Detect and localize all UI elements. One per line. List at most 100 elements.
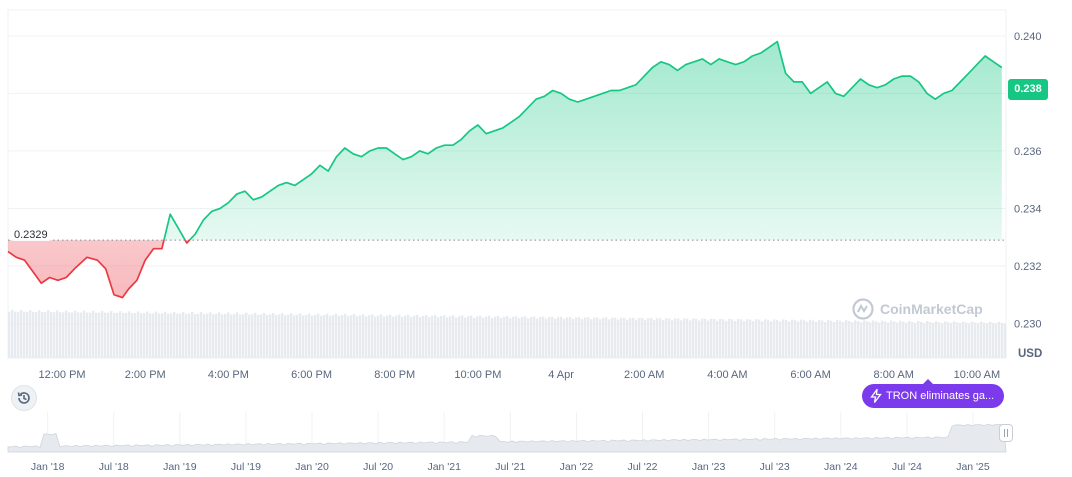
volume-bar [683, 318, 686, 358]
volume-bar [125, 312, 128, 358]
volume-bar [653, 319, 656, 358]
volume-bar [866, 321, 869, 358]
volume-bar [338, 315, 341, 358]
volume-bar [422, 315, 425, 358]
volume-bar [188, 313, 191, 358]
volume-bar [575, 317, 578, 358]
history-button[interactable] [11, 385, 37, 411]
volume-bar [416, 314, 419, 358]
volume-bar [29, 310, 32, 358]
history-icon [17, 392, 30, 404]
volume-bar [950, 323, 953, 358]
volume-bar [791, 319, 794, 358]
volume-bar [269, 314, 272, 358]
volume-bar [851, 322, 854, 358]
volume-bar [686, 318, 689, 358]
volume-bar [56, 310, 59, 358]
volume-bar [425, 315, 428, 358]
volume-bar [116, 312, 119, 358]
volume-bar [848, 320, 851, 358]
news-event-marker[interactable]: TRON eliminates ga... [862, 379, 1005, 408]
volume-bars [8, 309, 1007, 358]
volume-bar [152, 313, 155, 358]
volume-bar [971, 321, 974, 358]
volume-bar [593, 317, 596, 358]
volume-bar [470, 315, 473, 358]
volume-bar [938, 322, 941, 358]
volume-bar [527, 318, 530, 358]
volume-bar [248, 314, 251, 358]
volume-bar [335, 313, 338, 358]
volume-bar [491, 317, 494, 358]
volume-bar [473, 317, 476, 358]
volume-bar [158, 313, 161, 358]
volume-bar [893, 321, 896, 358]
volume-bar [566, 317, 569, 358]
volume-bar [680, 320, 683, 358]
x-tick-label: 4:00 AM [707, 369, 747, 381]
volume-bar [947, 322, 950, 358]
volume-bar [443, 315, 446, 358]
volume-bar [956, 322, 959, 358]
x-tick-label: 4 Apr [548, 369, 574, 381]
volume-bar [401, 316, 404, 358]
volume-bar [536, 318, 539, 358]
volume-bar [371, 314, 374, 358]
volume-bar [299, 313, 302, 358]
navigator-tick-label: Jul '24 [892, 461, 922, 473]
volume-bar [455, 317, 458, 358]
volume-bar [302, 315, 305, 358]
volume-bar [743, 321, 746, 358]
y-tick-label: 0.232 [1014, 261, 1042, 273]
volume-bar [905, 322, 908, 358]
volume-bar [584, 317, 587, 358]
volume-bar [725, 320, 728, 358]
volume-bar [278, 314, 281, 358]
volume-bar [374, 316, 377, 358]
volume-bar [539, 317, 542, 358]
volume-bar [887, 322, 890, 358]
volume-bar [134, 313, 137, 358]
navigator-range-handle[interactable] [999, 424, 1013, 442]
volume-bar [383, 316, 386, 358]
volume-bar [977, 323, 980, 358]
volume-bar [86, 312, 89, 358]
volume-bar [890, 320, 893, 358]
lightning-icon [870, 389, 882, 403]
volume-bar [581, 319, 584, 358]
volume-bar [524, 316, 527, 358]
volume-bar [944, 321, 947, 358]
x-tick-label: 8:00 AM [874, 369, 914, 381]
volume-bar [608, 319, 611, 358]
volume-bar [263, 312, 266, 358]
volume-bar [617, 319, 620, 358]
volume-bar [311, 315, 314, 358]
price-line-up [163, 40, 1003, 241]
volume-bar [182, 311, 185, 358]
volume-bar [665, 318, 668, 358]
volume-bar [347, 316, 350, 358]
volume-bar [227, 312, 230, 358]
volume-bar [377, 315, 380, 358]
volume-bar [551, 316, 554, 358]
volume-bar [389, 314, 392, 358]
volume-bar [80, 312, 83, 358]
volume-bar [1001, 323, 1004, 358]
volume-bar [941, 323, 944, 358]
volume-bar [689, 320, 692, 358]
volume-bar [821, 320, 824, 358]
volume-bar [326, 313, 329, 358]
navigator-tick-label: Jan '20 [295, 461, 329, 473]
volume-bar [482, 317, 485, 358]
volume-bar [776, 319, 779, 358]
volume-bar [746, 319, 749, 358]
volume-bar [329, 315, 332, 358]
volume-bar [992, 322, 995, 358]
current-price-badge: 0.238 [1008, 79, 1048, 100]
volume-bar [932, 323, 935, 358]
volume-bar [368, 315, 371, 358]
volume-bar [716, 320, 719, 358]
volume-bar [911, 321, 914, 358]
volume-bar [953, 321, 956, 358]
